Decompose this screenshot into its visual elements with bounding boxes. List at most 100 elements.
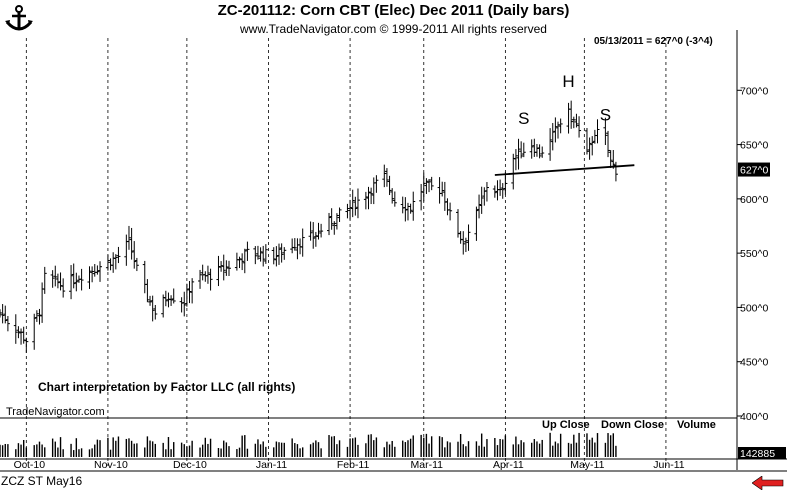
price-bar — [87, 266, 92, 289]
price-bar — [482, 187, 487, 206]
y-tick-label: 500^0 — [740, 302, 768, 314]
price-bar — [387, 175, 392, 196]
price-bar — [403, 197, 408, 222]
x-tick-label: Mar-11 — [411, 459, 444, 471]
price-bar — [355, 188, 360, 219]
price-bar — [292, 238, 297, 251]
price-bar — [226, 260, 231, 276]
price-bar — [461, 231, 466, 255]
chart-title: ZC-201112: Corn CBT (Elec) Dec 2011 (Dai… — [217, 2, 570, 19]
price-bar — [105, 254, 110, 271]
price-readout: 05/13/2011 = 627^0 (-3^4) — [594, 36, 713, 47]
price-bar — [606, 130, 611, 158]
price-bar — [595, 119, 600, 144]
overlays: S H S 627^0 142885 — [494, 72, 786, 460]
price-bar — [92, 264, 97, 277]
price-bar — [569, 100, 574, 129]
price-bar — [295, 238, 300, 260]
price-bars — [0, 100, 618, 353]
price-bar — [37, 308, 42, 325]
price-bar — [353, 196, 358, 216]
price-bar — [400, 196, 405, 214]
price-bar — [19, 328, 24, 345]
price-bar — [116, 246, 121, 264]
price-bar — [458, 231, 463, 244]
price-bar — [208, 268, 213, 291]
price-bar — [590, 136, 595, 156]
price-bar — [392, 191, 397, 207]
x-tick-label: Dec-10 — [173, 459, 207, 471]
price-bar — [271, 247, 276, 265]
y-tick-label: 550^0 — [740, 248, 768, 260]
price-bar — [279, 243, 284, 263]
legend-up-close: Up Close — [542, 419, 590, 431]
price-bar — [98, 261, 103, 282]
price-bar — [145, 279, 150, 303]
price-bar — [16, 326, 21, 339]
price-bar — [245, 241, 250, 261]
price-bar — [608, 150, 613, 169]
price-bar — [369, 187, 374, 205]
price-bar — [163, 290, 168, 307]
last-price-label: 627^0 — [740, 165, 768, 177]
price-bar — [277, 243, 282, 265]
x-tick-label: Jun-11 — [653, 459, 684, 471]
volume-tag-label: 142885 — [740, 448, 775, 460]
pattern-annotation: S — [518, 109, 529, 128]
price-bar — [171, 288, 176, 304]
interpretation-credit: Chart interpretation by Factor LLC (all … — [38, 380, 296, 394]
price-bar — [150, 295, 155, 322]
price-bar — [419, 183, 424, 211]
price-bar — [237, 256, 242, 269]
price-bar — [42, 266, 47, 294]
price-bar — [255, 245, 260, 260]
price-bar — [132, 241, 137, 269]
price-bar — [319, 223, 324, 238]
price-bar — [421, 172, 426, 202]
price-bar — [613, 161, 618, 182]
price-bar — [390, 188, 395, 204]
price-bar — [79, 268, 84, 291]
price-bar — [448, 202, 453, 221]
x-tick-label: Nov-10 — [94, 459, 128, 471]
price-bar — [198, 269, 203, 289]
price-bar — [90, 266, 95, 283]
y-tick-label: 400^0 — [740, 411, 768, 423]
price-bar — [61, 278, 66, 298]
price-bar — [498, 179, 503, 196]
price-bar — [169, 295, 174, 306]
price-bar — [184, 283, 189, 307]
red-left-arrow-icon[interactable] — [752, 476, 784, 490]
price-bar — [298, 238, 303, 255]
price-bar — [50, 270, 55, 288]
price-bar — [300, 228, 305, 257]
price-bar — [242, 248, 247, 274]
price-bar — [474, 206, 479, 241]
price-bar — [500, 183, 505, 199]
price-bar — [153, 304, 158, 320]
pattern-annotation: S — [600, 106, 611, 125]
price-bar — [584, 128, 589, 155]
price-bar — [95, 265, 100, 275]
legend-down-close: Down Close — [601, 419, 664, 431]
price-bar — [311, 222, 316, 249]
price-bar — [111, 252, 116, 273]
brand-label: TradeNavigator.com — [6, 406, 105, 418]
x-tick-label: Jan-11 — [256, 459, 287, 471]
price-bar — [337, 207, 342, 222]
price-bar — [327, 212, 332, 236]
price-bar — [350, 189, 355, 218]
price-bar — [603, 117, 608, 146]
price-bar — [463, 237, 468, 253]
x-tick-label: Feb-11 — [337, 459, 370, 471]
anchor-logo-icon — [5, 5, 33, 31]
price-bar — [240, 253, 245, 271]
price-bar — [329, 208, 334, 230]
price-bar — [466, 224, 471, 251]
price-bar — [334, 213, 339, 230]
price-bar — [58, 272, 63, 291]
price-bar — [484, 182, 489, 202]
price-bar — [148, 295, 153, 306]
price-bar — [219, 261, 224, 272]
price-bar — [556, 121, 561, 139]
